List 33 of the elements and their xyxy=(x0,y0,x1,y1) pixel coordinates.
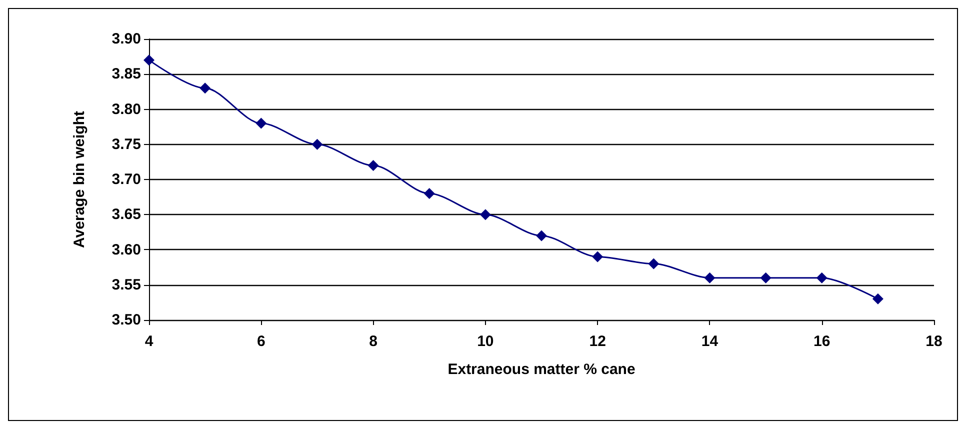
y-tick-label: 3.80 xyxy=(112,100,141,118)
x-tick-label: 8 xyxy=(369,333,378,350)
point xyxy=(480,209,491,220)
point xyxy=(816,272,828,284)
point xyxy=(144,54,154,66)
x-tick-label: 4 xyxy=(144,333,154,350)
x-axis-title: Extraneous matter % cane xyxy=(448,361,636,378)
y-axis-title: Average bin weight xyxy=(71,111,88,248)
x-tick-label: 18 xyxy=(926,333,942,350)
x-tick-label: 12 xyxy=(589,333,606,350)
point xyxy=(536,230,547,242)
point xyxy=(312,138,323,150)
x-tick-label: 16 xyxy=(814,333,830,350)
point xyxy=(872,293,884,304)
y-tick-label: 3.60 xyxy=(112,241,141,258)
point xyxy=(592,251,604,262)
y-tick-label: 3.50 xyxy=(112,312,141,328)
y-tick-label: 3.70 xyxy=(112,171,141,188)
point xyxy=(704,272,716,284)
x-tick-label: 10 xyxy=(477,333,494,350)
y-tick-label: 3.65 xyxy=(112,206,141,224)
y-tick-label: 3.55 xyxy=(112,276,141,294)
point xyxy=(424,188,435,200)
x-tick-label: 6 xyxy=(256,333,266,350)
point xyxy=(200,82,211,94)
y-tick-label: 3.90 xyxy=(112,30,141,48)
point xyxy=(760,272,772,284)
y-tick-label: 3.85 xyxy=(112,66,141,83)
point xyxy=(256,118,267,129)
point xyxy=(648,258,660,270)
y-tick-label: 3.75 xyxy=(112,136,141,153)
point xyxy=(368,160,379,171)
x-tick-label: 14 xyxy=(701,333,719,350)
